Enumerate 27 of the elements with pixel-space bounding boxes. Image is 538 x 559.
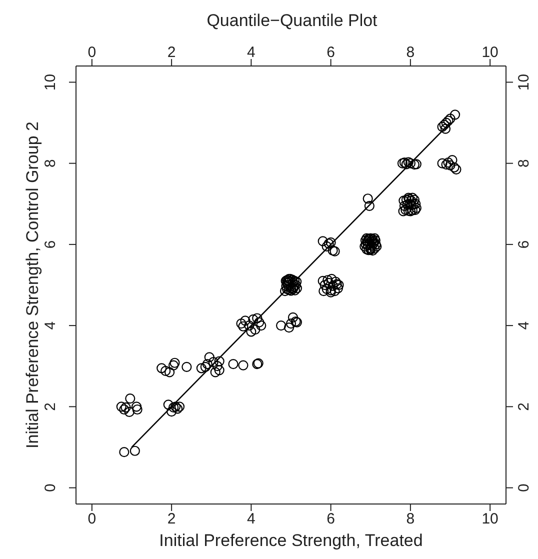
y2-tick-label: 0 (515, 484, 532, 492)
y-tick-label: 8 (42, 159, 59, 168)
y2-tick-label: 2 (515, 402, 532, 411)
y2-tick-label: 8 (515, 159, 532, 168)
y-tick-label: 10 (42, 74, 59, 91)
x2-tick-label: 10 (482, 510, 498, 528)
x-tick-label: 10 (482, 44, 498, 61)
x2-tick-label: 6 (326, 510, 335, 528)
y-tick-label: 6 (42, 240, 59, 249)
y2-tick-label: 4 (515, 321, 532, 330)
x-tick-label: 6 (326, 44, 335, 61)
x-tick-label: 8 (406, 44, 415, 61)
x2-tick-label: 0 (88, 510, 96, 528)
y-axis-title: Initial Preference Strength, Control Group 2 (23, 122, 42, 448)
y2-tick-label: 6 (515, 240, 532, 249)
x2-tick-label: 4 (247, 510, 256, 528)
x2-tick-label: 2 (167, 510, 176, 528)
y-tick-label: 2 (42, 402, 59, 411)
x-tick-label: 2 (167, 44, 176, 61)
y-tick-label: 4 (42, 321, 59, 330)
x-axis-title: Initial Preference Strength, Treated (159, 531, 423, 550)
y-tick-label: 0 (42, 484, 59, 492)
y2-tick-label: 10 (515, 74, 532, 91)
x2-tick-label: 8 (406, 510, 415, 528)
x-tick-label: 4 (247, 44, 256, 61)
chart-title: Quantile−Quantile Plot (206, 10, 378, 32)
x-tick-label: 0 (88, 44, 96, 61)
